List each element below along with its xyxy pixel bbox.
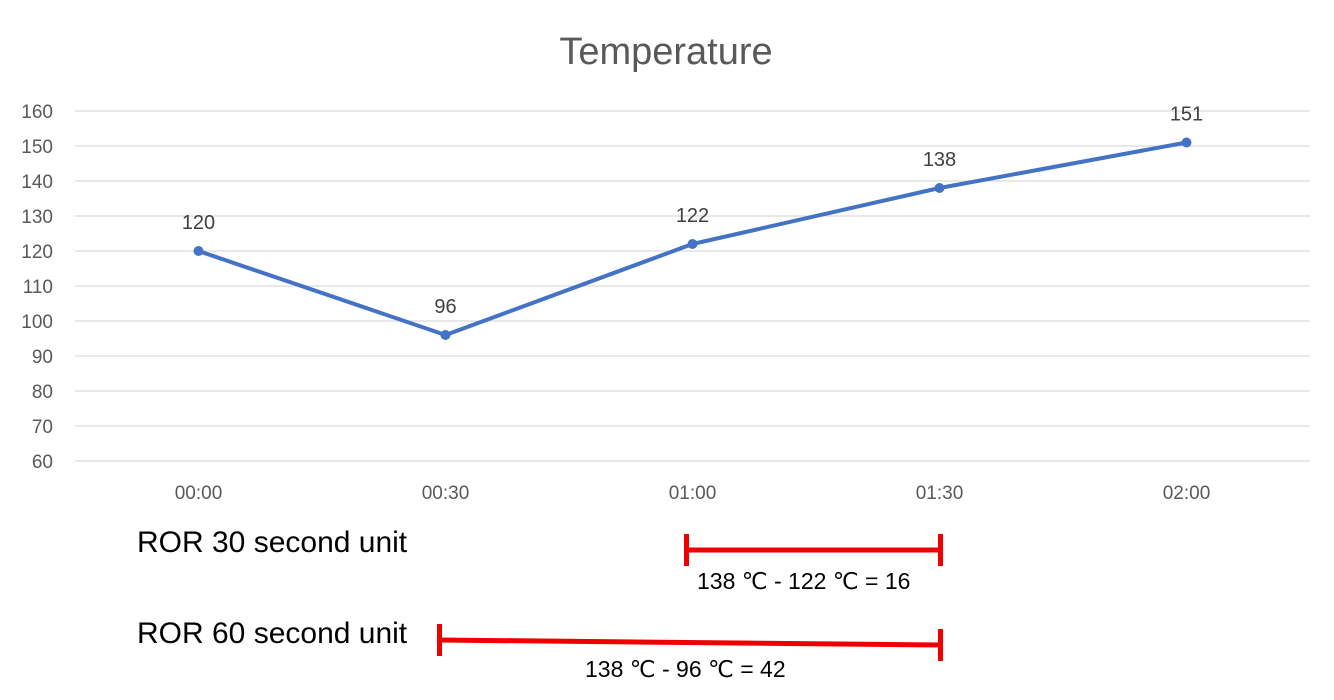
- data-label: 96: [434, 296, 456, 318]
- gridlines: [75, 110, 1310, 462]
- ror-60-label: ROR 60 second unit: [137, 617, 408, 650]
- y-tick-label: 140: [21, 172, 53, 193]
- y-tick-label: 160: [21, 102, 53, 123]
- y-tick-label: 90: [32, 347, 53, 368]
- ror-bracket: [684, 534, 943, 566]
- series-line-path: [196, 140, 1189, 337]
- x-tick-label: 02:00: [1163, 483, 1211, 504]
- x-axis-ticks: 00:00 00:30 01:00 01:30 02:00: [175, 483, 1211, 504]
- ror-30-label: ROR 30 second unit: [137, 526, 408, 559]
- ror-brackets: [437, 534, 943, 661]
- data-point: [193, 246, 204, 256]
- ror-bracket: [437, 624, 943, 661]
- series-line: [196, 140, 1189, 337]
- y-tick-label: 120: [21, 242, 53, 263]
- y-tick-label: 110: [23, 277, 53, 298]
- x-tick-label: 01:30: [916, 483, 964, 504]
- data-point: [934, 183, 945, 193]
- x-tick-label: 01:00: [669, 483, 717, 504]
- y-tick-label: 80: [32, 382, 53, 403]
- x-tick-label: 00:00: [175, 483, 223, 504]
- data-label: 120: [182, 212, 215, 234]
- y-axis-ticks: 60 70 80 90 100 110 120 130 140 150 160: [21, 102, 53, 473]
- x-tick-label: 00:30: [422, 483, 470, 504]
- data-label: 138: [923, 149, 956, 171]
- bracket-bar: [439, 637, 941, 648]
- data-labels: 120 96 122 138 151: [182, 104, 1203, 319]
- data-point: [440, 330, 451, 340]
- y-tick-label: 130: [21, 207, 53, 228]
- data-label: 122: [676, 205, 709, 227]
- y-tick-label: 100: [21, 312, 53, 333]
- data-point: [1181, 137, 1192, 148]
- y-tick-label: 150: [21, 137, 53, 158]
- y-tick-label: 70: [32, 417, 53, 438]
- data-label: 151: [1170, 104, 1203, 126]
- chart-title: Temperature: [559, 31, 772, 73]
- data-point: [687, 239, 698, 249]
- data-points: [193, 137, 1192, 340]
- y-tick-label: 60: [32, 452, 53, 473]
- ror-30-formula: 138 ℃ - 122 ℃ = 16: [697, 568, 911, 594]
- ror-60-formula: 138 ℃ - 96 ℃ = 42: [585, 656, 786, 682]
